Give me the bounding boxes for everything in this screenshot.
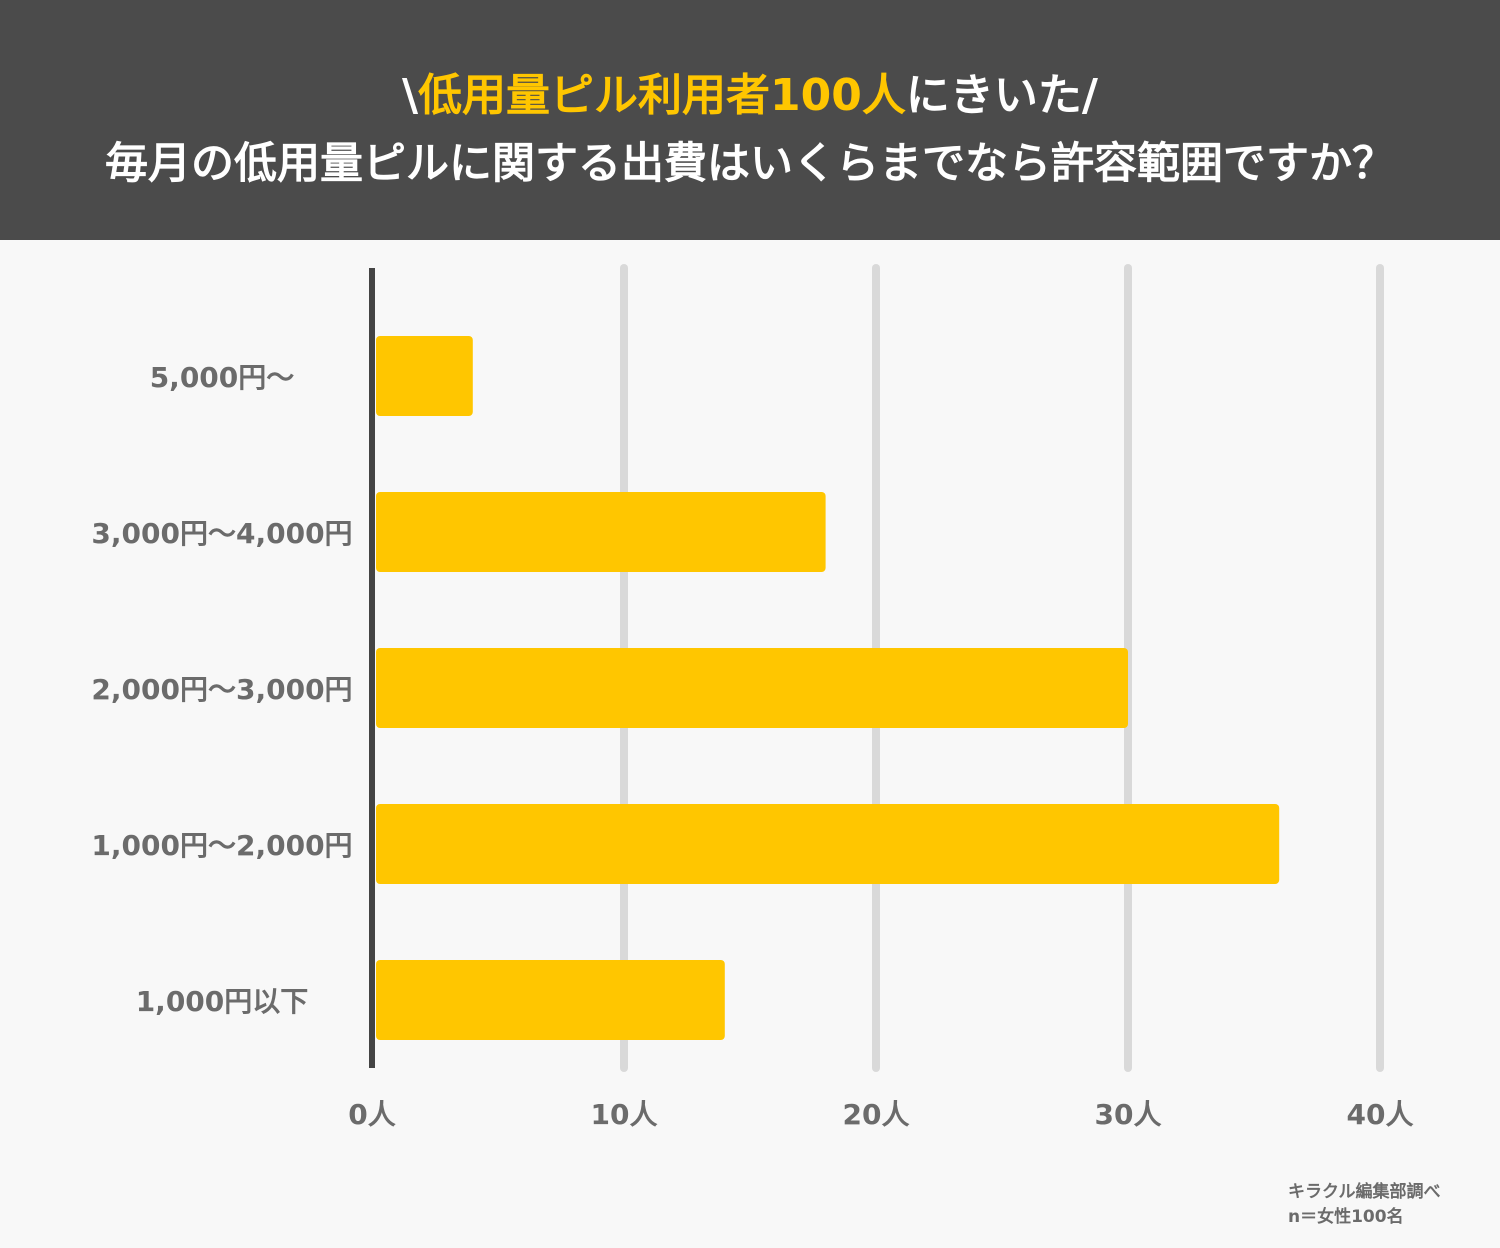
- bar-4: [376, 960, 725, 1040]
- category-label-1: 3,000円〜4,000円: [91, 517, 352, 550]
- x-tick-label-30: 30人: [1095, 1098, 1162, 1131]
- title-line-1: \低用量ピル利用者100人にきいた/: [0, 66, 1500, 126]
- title-highlight: 低用量ピル利用者100人: [418, 70, 906, 121]
- bar-2: [376, 648, 1128, 728]
- title-suffix: にきいた/: [905, 70, 1098, 121]
- x-tick-label-20: 20人: [843, 1098, 910, 1131]
- header-banner: \低用量ピル利用者100人にきいた/ 毎月の低用量ピルに関する出費はいくらまでな…: [0, 0, 1500, 240]
- bar-3: [376, 804, 1280, 884]
- sample-size: n＝女性100名: [1288, 1207, 1404, 1227]
- bar-0: [376, 336, 473, 416]
- category-label-4: 1,000円以下: [136, 985, 309, 1018]
- x-tick-label-40: 40人: [1347, 1098, 1414, 1131]
- x-tick-label-10: 10人: [591, 1098, 658, 1131]
- x-tick-label-0: 0人: [348, 1098, 395, 1131]
- title-question: 毎月の低用量ピルに関する出費はいくらまでなら許容範囲ですか？: [105, 139, 1395, 189]
- source-credit: キラクル編集部調べ: [1288, 1182, 1441, 1202]
- bar-1: [376, 492, 826, 572]
- category-label-2: 2,000円〜3,000円: [91, 673, 352, 706]
- source-note: キラクル編集部調べ n＝女性100名: [1288, 1180, 1441, 1230]
- category-label-3: 1,000円〜2,000円: [91, 829, 352, 862]
- title-prefix: \: [401, 70, 419, 121]
- category-label-0: 5,000円〜: [150, 361, 295, 394]
